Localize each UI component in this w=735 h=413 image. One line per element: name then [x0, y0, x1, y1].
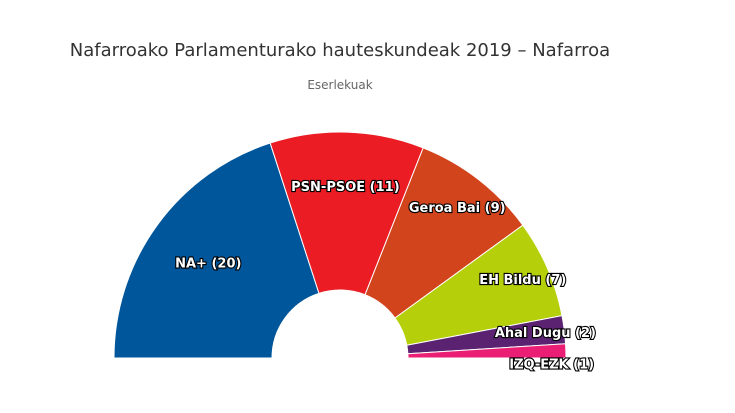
slice-label-2: Geroa Bai (9) [409, 201, 506, 216]
chart-title: Nafarroako Parlamenturako hauteskundeak … [69, 40, 611, 61]
chart-subtitle: Eserlekuak [307, 78, 373, 92]
slice-label-1: PSN-PSOE (11) [291, 180, 400, 195]
slice-0[interactable] [113, 142, 320, 359]
slice-1[interactable] [269, 131, 424, 296]
slice-5[interactable] [407, 343, 567, 359]
slice-label-5: IZQ-EZK (1) [509, 357, 594, 372]
slice-label-0: NA+ (20) [175, 256, 241, 271]
slice-label-3: EH Bildu (7) [479, 273, 566, 288]
slice-2[interactable] [364, 147, 524, 319]
slice-label-4: Ahal Dugu (2) [495, 326, 596, 341]
